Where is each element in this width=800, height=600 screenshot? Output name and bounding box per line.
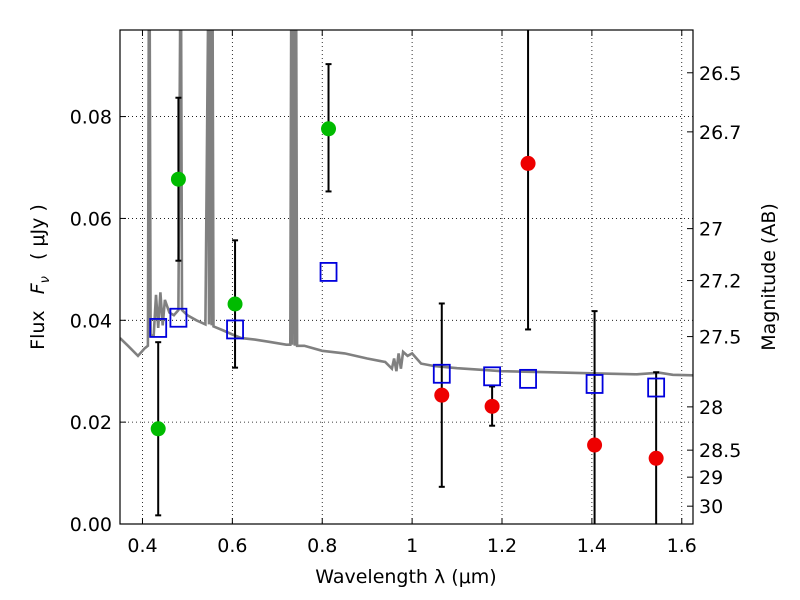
data-point — [484, 398, 500, 414]
model-square — [432, 363, 451, 384]
model-square — [519, 368, 537, 389]
x-axis-label: Wavelength λ (μm) — [315, 566, 496, 588]
error-bars — [155, 30, 660, 524]
x-tick-label: 0.6 — [217, 535, 247, 557]
model-square — [647, 377, 666, 398]
right-tick-label: 27 — [699, 219, 723, 241]
spectrum-line — [120, 30, 693, 377]
axis-ticks: 0.4 0.6 0.8 1 1.2 1.4 1.6 0.00 0.02 0.04 0.06 0.08 2… — [70, 30, 741, 557]
right-tick-label: 26.5 — [699, 63, 741, 85]
x-tick-label: 1.4 — [577, 535, 607, 557]
data-point — [648, 450, 664, 466]
right-tick-label: 28 — [699, 397, 723, 419]
data-points — [149, 121, 666, 466]
y-tick-label: 0.00 — [70, 514, 112, 536]
y-axis-label: Flux Fν ( μJy ) — [27, 204, 54, 350]
y-axis-label-subscript: ν — [38, 276, 53, 283]
right-tick-label: 26.7 — [699, 122, 741, 144]
model-square — [319, 262, 338, 282]
y-tick-label: 0.06 — [70, 208, 112, 230]
right-tick-label: 27.5 — [699, 327, 741, 349]
x-tick-label: 0.8 — [307, 535, 337, 557]
data-point — [434, 387, 450, 403]
y-tick-label: 0.04 — [70, 310, 112, 332]
data-point — [321, 121, 337, 137]
y-axis-label-text: Flux — [27, 310, 49, 350]
x-tick-label: 1 — [406, 535, 418, 557]
y-axis-label-symbol: F — [27, 282, 49, 294]
plot-frame — [119, 29, 694, 525]
right-tick-label: 29 — [699, 467, 723, 489]
right-tick-label: 27.2 — [699, 271, 741, 293]
y-tick-label: 0.02 — [70, 412, 112, 434]
data-point — [150, 421, 166, 437]
right-tick-label: 30 — [699, 496, 723, 518]
data-point — [587, 437, 603, 453]
x-tick-label: 1.6 — [667, 535, 697, 557]
model-square — [149, 318, 168, 338]
data-point — [520, 155, 536, 171]
model-square — [169, 307, 188, 328]
data-point — [170, 171, 186, 187]
model-square — [226, 319, 244, 340]
data-point — [227, 296, 243, 312]
x-tick-label: 0.4 — [127, 535, 157, 557]
model-square — [483, 366, 502, 387]
right-tick-label: 28.5 — [699, 440, 741, 462]
right-axis-label: Magnitude (AB) — [758, 203, 780, 351]
model-square — [585, 374, 604, 394]
y-axis-label-units: ( μJy ) — [27, 204, 49, 260]
x-tick-label: 1.2 — [487, 535, 517, 557]
model-spectrum — [120, 30, 693, 377]
y-tick-label: 0.08 — [70, 107, 112, 129]
